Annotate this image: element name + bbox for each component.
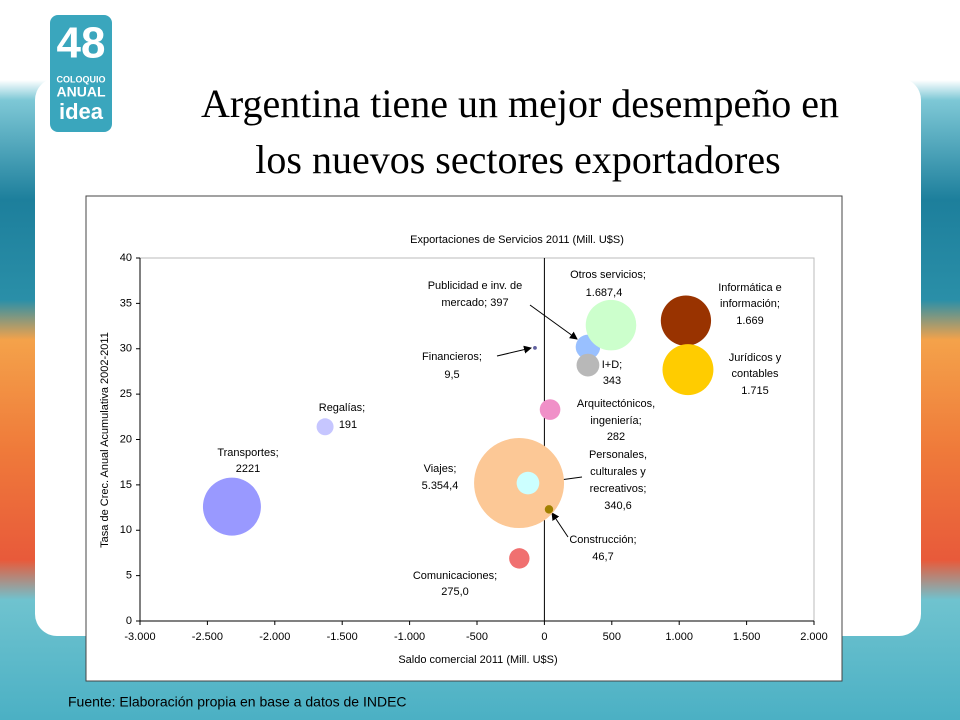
logo-text: ANUAL: [57, 84, 106, 100]
data-label: Publicidad e inv. de: [428, 280, 523, 292]
x-tick-label: 1.500: [733, 631, 761, 643]
data-label: Construcción;: [569, 534, 636, 546]
data-label: 1.687,4: [586, 287, 623, 299]
data-label: Transportes;: [217, 447, 278, 459]
slide-title: Argentina tiene un mejor desempeño en: [201, 81, 839, 126]
data-label: 282: [607, 431, 625, 443]
bubble: [660, 295, 712, 346]
x-tick-label: -2.000: [259, 631, 290, 643]
bubble: [509, 548, 530, 569]
bubble: [585, 299, 637, 351]
y-tick-label: 5: [126, 570, 132, 582]
data-label: 2221: [236, 463, 260, 475]
y-tick-label: 15: [120, 479, 132, 491]
data-label: 1.715: [741, 385, 769, 397]
data-label: Personales,: [589, 449, 647, 461]
data-label: Regalías;: [319, 402, 365, 414]
data-label: culturales y: [590, 466, 646, 478]
data-label: recreativos;: [590, 483, 647, 495]
x-tick-label: -3.000: [124, 631, 155, 643]
y-axis-title: Tasa de Crec. Anual Acumulativa 2002-201…: [99, 332, 111, 548]
data-label: mercado; 397: [441, 297, 508, 309]
y-tick-label: 40: [120, 252, 132, 264]
bubble: [533, 345, 537, 350]
bubble: [576, 353, 600, 377]
data-label: Viajes;: [424, 463, 457, 475]
data-label: ingeniería;: [590, 415, 641, 427]
x-tick-label: 1.000: [665, 631, 693, 643]
logo-brand: idea: [59, 99, 104, 124]
y-tick-label: 25: [120, 388, 132, 400]
arrow: [551, 512, 569, 538]
chart-frame: [85, 195, 843, 682]
y-tick-label: 30: [120, 343, 132, 355]
data-label: 5.354,4: [422, 480, 459, 492]
data-label: Arquitectónicos,: [577, 398, 655, 410]
x-axis-title: Saldo comercial 2011 (Mill. U$S): [398, 654, 557, 666]
data-label: 275,0: [441, 586, 469, 598]
bubble: [662, 344, 714, 396]
source-note: Fuente: Elaboración propia en base a dat…: [68, 694, 407, 710]
x-tick-label: -1.500: [327, 631, 358, 643]
x-tick-label: -2.500: [192, 631, 223, 643]
bubble: [316, 418, 334, 436]
data-label: Comunicaciones;: [413, 570, 497, 582]
x-tick-label: -1.000: [394, 631, 425, 643]
arrow: [496, 345, 532, 357]
x-tick-label: 2.000: [800, 631, 828, 643]
y-tick-label: 0: [126, 615, 132, 627]
data-label: Financieros;: [422, 351, 482, 363]
logo-number: 48: [57, 19, 106, 68]
data-label: Otros servicios;: [570, 269, 646, 281]
data-label: Jurídicos y: [729, 352, 782, 364]
y-tick-label: 35: [120, 297, 132, 309]
y-tick-label: 10: [120, 524, 132, 536]
arrow: [529, 304, 578, 340]
x-tick-label: -500: [466, 631, 488, 643]
x-tick-label: 0: [541, 631, 547, 643]
data-label: 191: [339, 419, 357, 431]
data-label: I+D;: [602, 359, 622, 371]
data-label: información;: [720, 298, 780, 310]
data-label: 46,7: [592, 551, 613, 563]
bubble: [516, 471, 540, 495]
logo-box: [50, 15, 112, 132]
data-label: 9,5: [444, 369, 459, 381]
bubble: [544, 505, 554, 514]
data-label: 1.669: [736, 315, 764, 327]
bubble: [202, 477, 261, 536]
chart-title: Exportaciones de Servicios 2011 (Mill. U…: [410, 234, 624, 246]
y-tick-label: 20: [120, 433, 132, 445]
bubble: [539, 399, 561, 420]
x-tick-label: 500: [603, 631, 621, 643]
data-label: 343: [603, 375, 621, 387]
slide-title: los nuevos sectores exportadores: [255, 137, 780, 182]
data-label: Informática e: [718, 282, 782, 294]
data-label: 340,6: [604, 500, 632, 512]
logo-text: COLOQUIO: [57, 74, 106, 84]
data-label: contables: [731, 368, 779, 380]
